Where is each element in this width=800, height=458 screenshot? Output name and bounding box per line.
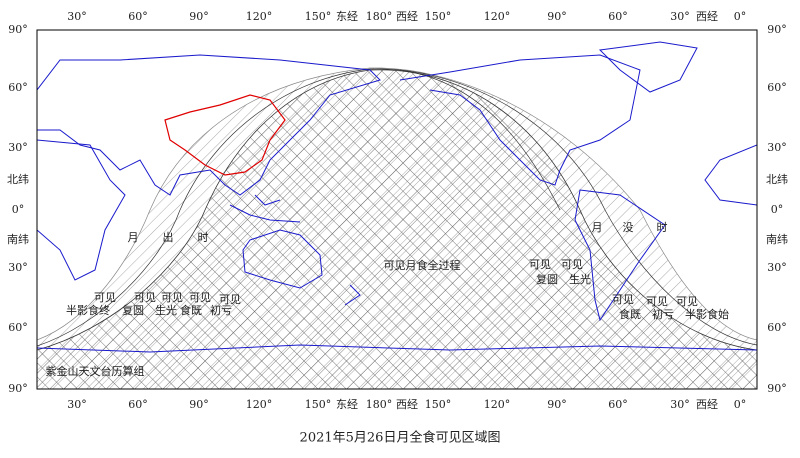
lon-label: 西经 bbox=[696, 10, 718, 23]
lon-label: 30° bbox=[67, 398, 87, 411]
lon-label: 0° bbox=[734, 398, 747, 411]
lat-label: 60° bbox=[8, 321, 28, 334]
contact-label: 可见 bbox=[561, 258, 583, 271]
contact-label: 半影食终 bbox=[66, 303, 110, 317]
moonrise-label: 时 bbox=[198, 231, 209, 244]
lat-label: 南纬 bbox=[7, 233, 29, 246]
lon-label: 120° bbox=[484, 10, 511, 23]
lat-label: 0° bbox=[771, 203, 784, 216]
lon-label: 0° bbox=[734, 10, 747, 23]
lon-label: 东经 bbox=[336, 10, 358, 23]
caption: 2021年5月26日月全食可见区域图 bbox=[300, 430, 501, 446]
contact-label: 生光 bbox=[569, 272, 591, 286]
australia bbox=[242, 229, 323, 289]
map-frame bbox=[36, 29, 758, 390]
contact-label: 初亏 bbox=[210, 303, 232, 317]
lat-label: 30° bbox=[8, 261, 28, 274]
lon-label: 120° bbox=[484, 398, 511, 411]
lon-label: 30° bbox=[670, 10, 690, 23]
contact-label: 可见 bbox=[612, 293, 634, 306]
lat-label: 60° bbox=[767, 81, 787, 94]
contact-label: 生光 bbox=[155, 303, 177, 317]
contact-curve bbox=[369, 68, 757, 346]
moonset-label: 时 bbox=[657, 221, 668, 234]
moonrise-label: 月 bbox=[128, 231, 139, 244]
lon-label: 90° bbox=[547, 10, 567, 23]
lon-label: 东经 bbox=[336, 398, 358, 411]
contact-label: 可见 bbox=[219, 293, 241, 306]
contact-label: 食既 bbox=[619, 307, 641, 321]
africa bbox=[37, 139, 126, 281]
contact-label: 可见 bbox=[529, 258, 551, 271]
lon-label: 150° bbox=[425, 398, 452, 411]
lat-label: 60° bbox=[8, 81, 28, 94]
moonset-label: 月 bbox=[592, 221, 603, 234]
lon-label: 90° bbox=[547, 398, 567, 411]
lat-label: 60° bbox=[767, 321, 787, 334]
antarctica bbox=[37, 344, 757, 353]
moonset-label: 没 bbox=[623, 221, 634, 234]
lat-label: 90° bbox=[8, 382, 28, 395]
north-america bbox=[399, 54, 641, 186]
credit: 紫金山天文台历算组 bbox=[46, 364, 145, 378]
lon-label: 60° bbox=[128, 398, 148, 411]
lat-label: 30° bbox=[767, 261, 787, 274]
contact-label: 复圆 bbox=[122, 303, 144, 317]
lon-label: 120° bbox=[246, 398, 273, 411]
contact-label: 可见 bbox=[189, 291, 211, 304]
contact-label: 可见 bbox=[161, 291, 183, 304]
contact-curve bbox=[37, 68, 371, 347]
africa-west bbox=[704, 144, 757, 206]
lon-label: 西经 bbox=[396, 10, 418, 23]
lat-label: 北纬 bbox=[766, 173, 788, 186]
regions bbox=[37, 67, 757, 389]
lon-label: 150° bbox=[305, 10, 332, 23]
lon-label: 西经 bbox=[396, 398, 418, 411]
lon-label: 60° bbox=[128, 10, 148, 23]
coastlines bbox=[37, 41, 757, 353]
lon-label: 30° bbox=[670, 398, 690, 411]
total-region bbox=[37, 69, 757, 389]
south-america bbox=[574, 189, 666, 322]
lon-label: 120° bbox=[246, 10, 273, 23]
contact-label: 可见 bbox=[94, 291, 116, 304]
contact-label: 复圆 bbox=[536, 272, 558, 286]
lat-label: 30° bbox=[767, 141, 787, 154]
contact-label: 半影食始 bbox=[685, 307, 729, 321]
lat-label: 南纬 bbox=[766, 233, 788, 246]
lon-label: 180° bbox=[366, 10, 393, 23]
lon-label: 150° bbox=[425, 10, 452, 23]
lat-label: 90° bbox=[8, 23, 28, 36]
lat-label: 90° bbox=[767, 382, 787, 395]
lat-label: 90° bbox=[767, 23, 787, 36]
lat-label: 30° bbox=[8, 141, 28, 154]
lon-label: 90° bbox=[189, 10, 209, 23]
eurasia bbox=[37, 54, 381, 196]
lat-label: 北纬 bbox=[7, 173, 29, 186]
lon-label: 150° bbox=[305, 398, 332, 411]
contact-label: 可见 bbox=[134, 291, 156, 304]
greenland bbox=[598, 41, 698, 93]
lon-label: 90° bbox=[189, 398, 209, 411]
total-label: 可见月食全过程 bbox=[384, 258, 461, 272]
moonrise-label: 出 bbox=[163, 230, 174, 244]
lon-label: 60° bbox=[608, 398, 628, 411]
lon-label: 西经 bbox=[696, 398, 718, 411]
contact-label: 初亏 bbox=[652, 307, 674, 321]
china-border bbox=[164, 94, 286, 176]
indonesia bbox=[229, 194, 301, 223]
lon-label: 180° bbox=[366, 398, 393, 411]
lat-label: 0° bbox=[12, 203, 25, 216]
new-zealand bbox=[344, 284, 361, 306]
lon-label: 60° bbox=[608, 10, 628, 23]
contact-label: 食既 bbox=[180, 303, 202, 317]
lon-label: 30° bbox=[67, 10, 87, 23]
contact-label: 可见 bbox=[676, 295, 698, 308]
contact-label: 可见 bbox=[646, 295, 668, 308]
